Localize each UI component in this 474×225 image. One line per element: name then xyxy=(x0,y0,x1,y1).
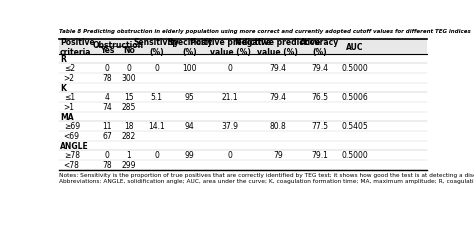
Bar xyxy=(59,39,427,55)
Text: ≤1: ≤1 xyxy=(64,93,75,102)
Text: 79.4: 79.4 xyxy=(269,64,286,73)
Text: 94: 94 xyxy=(185,122,194,131)
Text: 18: 18 xyxy=(124,122,134,131)
Text: 300: 300 xyxy=(122,74,137,83)
Text: 0.5000: 0.5000 xyxy=(342,64,368,73)
Text: Table 8 Predicting obstruction in elderly population using more correct and curr: Table 8 Predicting obstruction in elderl… xyxy=(59,29,471,34)
Text: 79.1: 79.1 xyxy=(311,151,328,160)
Text: <78: <78 xyxy=(64,160,80,169)
Text: Notes: Sensitivity is the proportion of true positives that are correctly identi: Notes: Sensitivity is the proportion of … xyxy=(59,172,474,183)
Text: <69: <69 xyxy=(64,132,80,141)
Text: 0.5405: 0.5405 xyxy=(342,122,368,131)
Text: 299: 299 xyxy=(122,160,137,169)
Text: Negative predictive
value (%): Negative predictive value (%) xyxy=(235,37,320,57)
Text: 67: 67 xyxy=(102,132,112,141)
Text: Specificity
(%): Specificity (%) xyxy=(167,37,212,57)
Text: 0: 0 xyxy=(154,64,159,73)
Text: Yes: Yes xyxy=(100,46,114,55)
Text: ≥69: ≥69 xyxy=(64,122,80,131)
Text: No: No xyxy=(123,46,135,55)
Text: 37.9: 37.9 xyxy=(221,122,238,131)
Text: 0: 0 xyxy=(228,151,233,160)
Text: 79.4: 79.4 xyxy=(269,93,286,102)
Text: 80.8: 80.8 xyxy=(269,122,286,131)
Text: 0: 0 xyxy=(228,64,233,73)
Text: >1: >1 xyxy=(64,103,75,112)
Text: ANGLE: ANGLE xyxy=(60,141,89,150)
Text: 0: 0 xyxy=(105,64,109,73)
Text: 1: 1 xyxy=(127,151,131,160)
Text: MA: MA xyxy=(60,112,73,121)
Text: Accuracy
(%): Accuracy (%) xyxy=(301,37,340,57)
Text: 99: 99 xyxy=(185,151,194,160)
Text: R: R xyxy=(60,55,66,64)
Text: 15: 15 xyxy=(124,93,134,102)
Text: Positive predictive
value (%): Positive predictive value (%) xyxy=(190,37,271,57)
Text: Obstruction: Obstruction xyxy=(92,41,144,50)
Text: 4: 4 xyxy=(105,93,109,102)
Text: >2: >2 xyxy=(64,74,75,83)
Text: Sensitivity
(%): Sensitivity (%) xyxy=(134,37,180,57)
Text: 5.1: 5.1 xyxy=(151,93,163,102)
Text: 74: 74 xyxy=(102,103,112,112)
Text: 77.5: 77.5 xyxy=(311,122,328,131)
Text: 0: 0 xyxy=(105,151,109,160)
Text: 0.5006: 0.5006 xyxy=(342,93,368,102)
Text: 100: 100 xyxy=(182,64,197,73)
Text: 95: 95 xyxy=(185,93,194,102)
Text: 11: 11 xyxy=(102,122,112,131)
Text: 285: 285 xyxy=(122,103,136,112)
Text: 78: 78 xyxy=(102,74,112,83)
Text: 76.5: 76.5 xyxy=(311,93,328,102)
Text: 0: 0 xyxy=(127,64,131,73)
Text: ≤2: ≤2 xyxy=(64,64,75,73)
Text: Positive
criteria: Positive criteria xyxy=(60,37,95,57)
Text: K: K xyxy=(60,83,66,92)
Text: 79.4: 79.4 xyxy=(311,64,328,73)
Text: AUC: AUC xyxy=(346,43,364,52)
Text: 282: 282 xyxy=(122,132,136,141)
Text: 0.5000: 0.5000 xyxy=(342,151,368,160)
Text: 78: 78 xyxy=(102,160,112,169)
Text: ≥78: ≥78 xyxy=(64,151,80,160)
Text: 0: 0 xyxy=(154,151,159,160)
Text: 14.1: 14.1 xyxy=(148,122,165,131)
Text: 79: 79 xyxy=(273,151,283,160)
Text: 21.1: 21.1 xyxy=(222,93,238,102)
